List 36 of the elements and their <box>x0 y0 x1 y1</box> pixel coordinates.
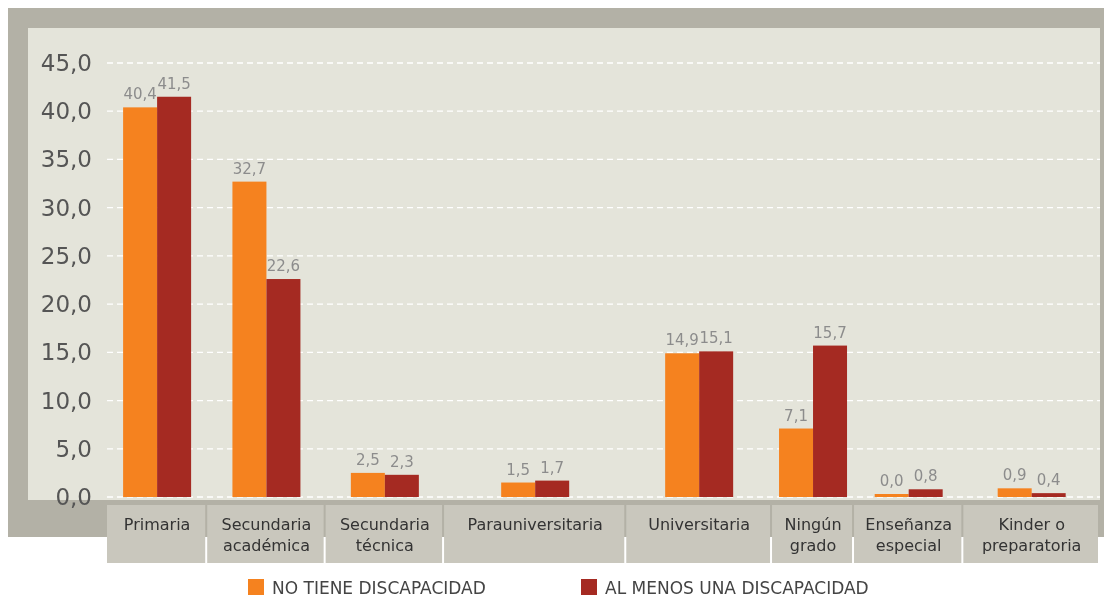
x-tick-label: Kinder o preparatoria <box>981 515 1082 555</box>
data-label: 14,9 <box>665 331 699 350</box>
data-label: 0,0 <box>879 472 904 490</box>
data-label: 1,7 <box>540 458 565 477</box>
data-label: 0,4 <box>1036 471 1061 490</box>
y-tick-label: 0,0 <box>55 484 92 510</box>
legend-label: AL MENOS UNA DISCAPACIDAD <box>605 578 869 598</box>
x-tick-label: Enseñanza especial <box>865 515 953 555</box>
data-label: 15,1 <box>699 329 733 348</box>
y-tick-label: 45,0 <box>40 50 92 76</box>
x-tick-label: Secundaria académica <box>221 515 312 555</box>
y-tick-label: 25,0 <box>40 242 92 269</box>
data-label: 32,7 <box>232 159 267 178</box>
data-label: 7,1 <box>784 406 808 425</box>
x-tick-label: Primaria <box>123 515 191 534</box>
x-tick-label: Secundaria técnica <box>339 515 430 555</box>
y-tick-label: 20,0 <box>40 291 92 318</box>
data-label: 0,8 <box>913 467 938 486</box>
x-tick-label: Ningún grado <box>784 515 842 555</box>
y-tick-label: 30,0 <box>40 194 92 221</box>
data-label: 2,5 <box>355 450 380 469</box>
data-label: 2,3 <box>389 452 414 471</box>
y-tick-label: 15,0 <box>40 339 92 366</box>
x-tick-label: Parauniversitaria <box>467 515 603 534</box>
data-label: 15,7 <box>813 323 847 342</box>
y-tick-label: 5,0 <box>55 435 92 462</box>
data-label: 0,9 <box>1002 466 1027 485</box>
data-label: 22,6 <box>266 257 301 276</box>
y-tick-label: 35,0 <box>40 146 92 173</box>
x-tick-label: Universitaria <box>648 515 751 534</box>
data-label: 40,4 <box>123 85 157 104</box>
legend-label: NO TIENE DISCAPACIDAD <box>272 578 486 598</box>
y-tick-label: 40,0 <box>40 98 92 125</box>
data-label: 1,5 <box>506 460 531 479</box>
y-tick-label: 10,0 <box>40 387 92 414</box>
data-label: 41,5 <box>157 74 191 93</box>
